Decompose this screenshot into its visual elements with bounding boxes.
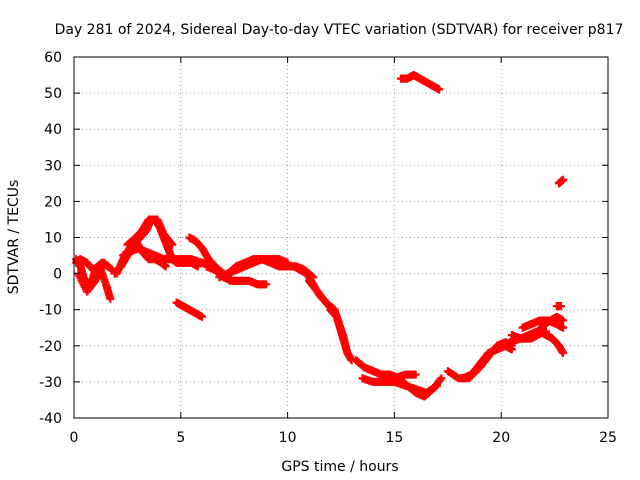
x-tick-label: 25 bbox=[599, 430, 617, 446]
series-arc-26 bbox=[535, 327, 568, 358]
data-point bbox=[106, 294, 115, 303]
data-point bbox=[559, 175, 568, 184]
data-point bbox=[436, 375, 445, 384]
data-point bbox=[198, 312, 207, 321]
series-arc-9 bbox=[172, 298, 207, 321]
series-arc-22 bbox=[458, 341, 516, 383]
x-tick-label: 20 bbox=[492, 430, 510, 446]
data-point bbox=[559, 349, 568, 358]
data-point bbox=[507, 345, 516, 354]
data-point bbox=[411, 370, 420, 379]
y-tick-label: -20 bbox=[39, 339, 62, 355]
series-arc-30 bbox=[554, 175, 568, 188]
data-marks bbox=[72, 71, 568, 401]
y-tick-label: 50 bbox=[44, 86, 62, 102]
series-arc-16 bbox=[326, 305, 352, 358]
y-tick-label: 40 bbox=[44, 122, 62, 138]
y-tick-label: 0 bbox=[53, 267, 62, 283]
data-point bbox=[559, 316, 568, 325]
grid-lines bbox=[74, 57, 608, 418]
y-axis-label: SDTVAR / TECUs bbox=[6, 180, 22, 295]
x-tick-label: 10 bbox=[279, 430, 297, 446]
series-arc-28 bbox=[552, 302, 566, 311]
data-point bbox=[557, 302, 566, 311]
y-tick-label: 30 bbox=[44, 158, 62, 174]
data-point bbox=[437, 374, 446, 383]
series-arc-20 bbox=[420, 374, 446, 401]
x-tick-label: 5 bbox=[176, 430, 185, 446]
y-tick-label: -30 bbox=[39, 375, 62, 391]
x-tick-label: 15 bbox=[385, 430, 403, 446]
y-tick-label: 60 bbox=[44, 50, 62, 66]
data-point bbox=[167, 239, 176, 248]
data-point bbox=[168, 240, 177, 249]
y-tick-label: -10 bbox=[39, 303, 62, 319]
series-arc-27 bbox=[527, 312, 568, 343]
data-point bbox=[161, 262, 170, 271]
x-axis-label: GPS time / hours bbox=[281, 459, 398, 475]
axis-ticks: 0 5 10 15 20 25 -40 -30 -20 -10 0 10 20 30 40 50 60 bbox=[39, 50, 617, 446]
data-point bbox=[435, 85, 444, 94]
data-point bbox=[262, 280, 271, 289]
series-arc-29 bbox=[396, 71, 444, 94]
data-point bbox=[104, 262, 113, 271]
y-tick-label: 20 bbox=[44, 194, 62, 210]
x-tick-label: 0 bbox=[70, 430, 79, 446]
y-tick-label: 10 bbox=[44, 231, 62, 247]
data-point bbox=[343, 349, 352, 358]
chart-title: Day 281 of 2024, Sidereal Day-to-day VTE… bbox=[55, 22, 624, 38]
series-arc-3 bbox=[72, 255, 113, 274]
series-arc-8 bbox=[123, 215, 177, 249]
y-tick-label: -40 bbox=[39, 411, 62, 427]
data-point bbox=[559, 323, 568, 332]
